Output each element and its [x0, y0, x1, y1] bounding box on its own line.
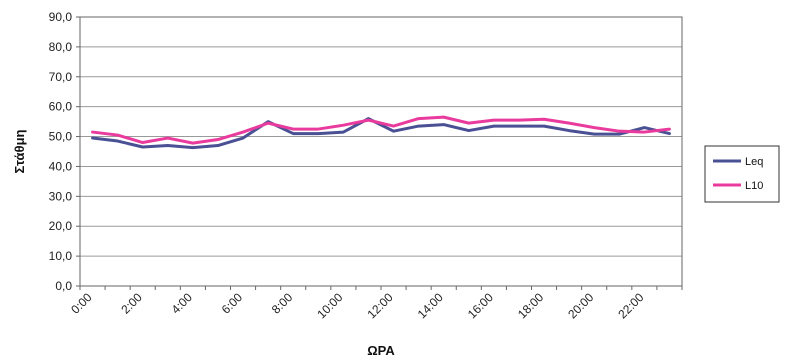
y-tick-label: 60,0 [49, 100, 73, 114]
x-tick-label: 0:00 [68, 290, 95, 317]
x-tick-label: 2:00 [118, 290, 145, 317]
y-tick-label: 10,0 [49, 249, 73, 263]
x-tick-label: 12:00 [365, 290, 396, 321]
x-tick-label: 22:00 [615, 290, 646, 321]
x-tick-label: 8:00 [269, 290, 296, 317]
x-tick-label: 20:00 [565, 290, 596, 321]
y-tick-label: 20,0 [49, 219, 73, 233]
x-tick-label: 6:00 [219, 290, 246, 317]
series-line-leq [91, 117, 671, 150]
y-tick-label: 40,0 [49, 159, 73, 173]
legend-label: Leq [745, 156, 763, 168]
x-axis-ticks: 0:00 2:00 4:00 6:00 8:00 10:00 12:00 14:00 16:00… [68, 286, 683, 321]
plot-area [79, 16, 683, 287]
series-line-l10 [91, 115, 671, 145]
x-tick-label: 16:00 [465, 290, 496, 321]
x-axis-label: ΩΡΑ [367, 343, 395, 358]
y-tick-label: 30,0 [49, 189, 73, 203]
legend-box [704, 145, 780, 203]
x-tick-label: 14:00 [415, 290, 446, 321]
x-tick-label: 4:00 [169, 290, 196, 317]
y-tick-label: 50,0 [49, 130, 73, 144]
y-tick-label: 70,0 [49, 70, 73, 84]
y-axis-label: Στάθμη [12, 129, 27, 173]
legend-label: L10 [745, 180, 763, 192]
y-tick-label: 90,0 [49, 10, 73, 24]
x-tick-label: 18:00 [515, 290, 546, 321]
legend: Leq L10 [704, 145, 780, 203]
x-tick-label: 10:00 [314, 290, 345, 321]
series-lines [91, 115, 671, 150]
y-tick-label: 80,0 [49, 40, 73, 54]
y-tick-label: 0,0 [55, 279, 72, 293]
y-axis-ticks: 0,0 10,0 20,0 30,0 40,0 50,0 60,0 70,0 80,0 90,0 [49, 10, 80, 293]
gridlines [80, 16, 682, 257]
